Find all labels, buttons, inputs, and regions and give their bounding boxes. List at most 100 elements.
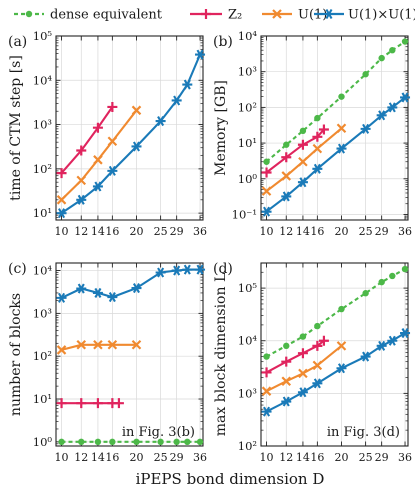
data-point-dense <box>378 278 385 286</box>
data-point-z2 <box>76 145 87 156</box>
plot-frame <box>55 262 204 447</box>
series-dense <box>263 265 409 360</box>
data-point-u1u1 <box>76 283 87 294</box>
panel-c: 10⁰ 10¹ 10² 10³ 10⁴ 10 12 14 16 20 25 29 36 number of… <box>8 261 207 464</box>
y-tick-label: 10⁰ <box>33 435 53 449</box>
series-z2 <box>56 398 124 409</box>
y-tick-label: 10² <box>33 162 52 176</box>
data-point-u1u1 <box>131 141 142 152</box>
data-point-dense <box>94 438 102 446</box>
data-point-z2 <box>56 398 67 409</box>
data-point-u1 <box>281 376 292 387</box>
legend-marker-u1u1 <box>324 8 334 20</box>
panel-label: (a) <box>8 34 27 50</box>
data-point-dense <box>157 438 164 446</box>
data-point-u1 <box>281 171 292 181</box>
data-point-z2 <box>281 356 292 367</box>
data-point-u1u1 <box>312 378 323 389</box>
data-point-dense <box>299 333 307 340</box>
series-u1u1 <box>261 328 411 417</box>
data-point-u1 <box>131 339 142 350</box>
data-point-u1u1 <box>281 191 292 202</box>
legend-label-u1u1: U(1)×U(1) <box>348 8 415 23</box>
series-line-u1u1 <box>60 54 201 214</box>
data-point-u1 <box>107 339 118 350</box>
data-point-u1u1 <box>297 387 308 398</box>
panel-label: (d) <box>213 261 233 277</box>
data-point-u1 <box>76 339 87 350</box>
data-point-z2 <box>56 168 67 179</box>
data-point-u1u1 <box>131 283 142 294</box>
x-tick-label: 20 <box>129 451 143 464</box>
data-point-u1u1 <box>360 351 371 362</box>
data-point-u1u1 <box>195 49 206 60</box>
legend-marker-dense <box>25 10 33 18</box>
x-tick-label: 25 <box>154 225 168 238</box>
x-tick-label: 20 <box>129 225 143 238</box>
legend-marker-z2 <box>201 9 211 19</box>
data-point-u1u1 <box>336 363 347 374</box>
data-point-dense <box>401 265 409 273</box>
data-point-u1 <box>56 345 67 355</box>
data-point-u1u1 <box>400 92 411 103</box>
series-u1 <box>261 341 347 396</box>
annotation-text: in Fig. 3(d) <box>327 425 400 440</box>
data-point-dense <box>263 158 270 165</box>
data-point-u1u1 <box>312 163 323 174</box>
data-point-z2 <box>92 398 103 409</box>
x-tick-label: 14 <box>91 225 105 238</box>
panel-label: (b) <box>213 34 233 50</box>
data-point-dense <box>173 438 180 446</box>
x-tick-label: 29 <box>170 225 184 238</box>
x-tick-label: 10 <box>55 225 69 238</box>
data-point-u1u1 <box>387 335 398 346</box>
data-point-u1u1 <box>56 292 67 303</box>
x-tick-label: 36 <box>193 225 207 238</box>
series-dense <box>263 38 409 165</box>
y-tick-label: 10³ <box>238 65 258 79</box>
data-point-z2 <box>297 348 308 359</box>
data-point-u1 <box>131 105 142 116</box>
x-tick-label: 29 <box>170 451 184 464</box>
legend-entry-u1: U(1) <box>262 8 327 23</box>
data-point-u1 <box>336 341 347 351</box>
data-point-u1u1 <box>107 165 118 176</box>
data-point-u1u1 <box>400 328 411 339</box>
plot-frame <box>260 262 409 447</box>
x-tick-label: 29 <box>375 451 389 464</box>
y-tick-label: 10³ <box>33 118 53 132</box>
series-u1 <box>56 105 142 205</box>
legend: dense equivalent Z₂ U(1) U(1)×U(1) <box>14 8 415 23</box>
data-point-u1 <box>298 368 308 379</box>
x-tick-label: 36 <box>398 225 412 238</box>
y-tick-label: 10² <box>238 100 257 114</box>
data-point-z2 <box>297 139 308 150</box>
data-point-dense <box>283 141 290 148</box>
data-point-dense <box>338 93 345 100</box>
data-point-dense <box>58 438 65 446</box>
series-u1u1 <box>56 264 206 303</box>
x-tick-label: 16 <box>105 451 119 464</box>
data-point-dense <box>401 38 409 45</box>
legend-entry-z2: Z₂ <box>190 8 242 23</box>
data-point-u1u1 <box>195 264 206 275</box>
data-point-u1 <box>261 386 272 396</box>
data-point-dense <box>184 438 191 446</box>
data-point-u1u1 <box>182 264 193 275</box>
data-point-dense <box>109 438 116 446</box>
x-tick-label: 12 <box>279 225 293 238</box>
data-point-u1u1 <box>336 143 347 154</box>
data-point-dense <box>362 290 369 297</box>
series-u1 <box>56 339 142 355</box>
data-point-u1 <box>93 339 103 350</box>
x-tick-label: 25 <box>154 451 168 464</box>
data-point-u1 <box>298 156 308 167</box>
legend-label-dense: dense equivalent <box>50 8 163 23</box>
data-point-z2 <box>107 101 118 112</box>
y-axis-label: number of blocks <box>8 293 24 416</box>
y-tick-label: 10¹ <box>33 206 52 220</box>
y-axis-label: time of CTM step [s] <box>8 55 24 201</box>
plot-frame <box>260 35 409 221</box>
